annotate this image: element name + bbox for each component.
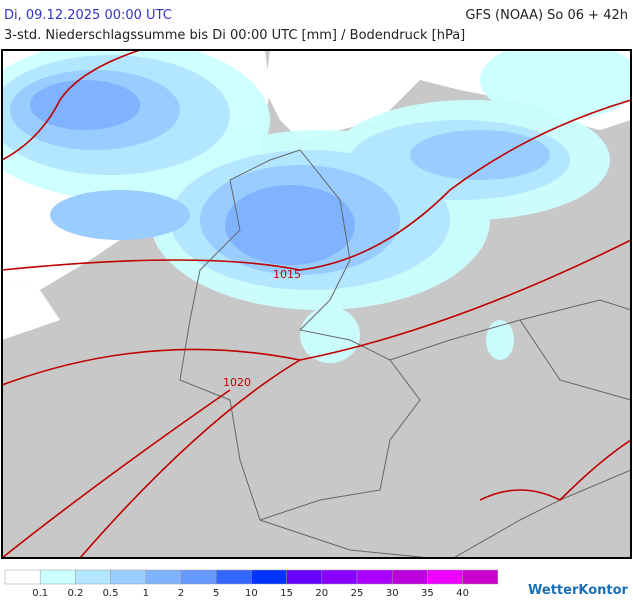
legend-swatch [39,569,76,585]
legend-swatch [180,569,217,585]
legend-swatch [75,569,111,585]
legend-swatch [356,569,393,585]
legend-label: 0.5 [103,588,119,599]
legend-swatch [110,569,147,585]
logo: WetterKontor [528,583,629,598]
legend-swatch [251,569,287,585]
legend-label: 20 [315,588,328,599]
legend-label: 0.2 [67,588,83,599]
isobar-label: 1020 [223,376,251,389]
legend-swatch [462,569,499,585]
legend-swatch [391,569,428,585]
legend-label: 25 [351,588,364,599]
legend-label: 15 [280,588,293,599]
legend-label: 10 [245,588,258,599]
map-subtitle: 3-std. Niederschlagssumme bis Di 00:00 U… [4,28,465,43]
legend-swatch [215,569,252,585]
legend-label: 30 [386,588,399,599]
legend-label: 5 [213,588,219,599]
valid-time: Di, 09.12.2025 00:00 UTC [4,8,172,23]
legend-label: 0.1 [32,588,48,599]
legend-label: 35 [421,588,434,599]
model-run: GFS (NOAA) So 06 + 42h [465,8,628,23]
legend-label: 1 [143,588,149,599]
isobar-label: 1015 [273,268,301,281]
legend-swatch [427,569,463,585]
legend-swatch [321,569,358,585]
legend-swatch [145,569,182,585]
legend-swatch [4,569,41,585]
legend-label: 40 [456,588,469,599]
map: 1015 1020 [1,49,632,559]
legend-label: 2 [178,588,184,599]
legend-swatch [286,569,323,585]
legend: 0.1 0.2 0.5 1 2 5 10 15 20 25 30 35 40 [4,569,499,599]
